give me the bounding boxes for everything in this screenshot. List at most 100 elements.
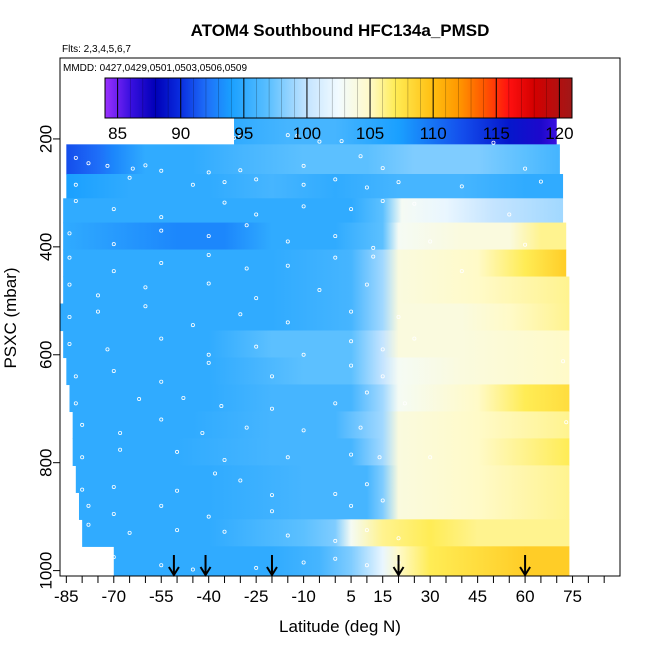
sample-point-0 xyxy=(232,135,237,140)
colorbar-tick-label-120: 120 xyxy=(545,124,573,143)
sample-point-98 xyxy=(402,401,407,406)
sample-point-32 xyxy=(159,215,164,220)
sample-point-92 xyxy=(137,397,142,402)
sample-point-37 xyxy=(380,198,385,203)
heatmap-layer-2 xyxy=(66,174,564,199)
sample-point-18 xyxy=(523,166,528,171)
sample-point-121 xyxy=(333,491,338,496)
sample-point-128 xyxy=(349,503,354,508)
sample-point-39 xyxy=(507,212,512,217)
flights-label: Flts: 2,3,4,5,6,7 xyxy=(62,44,131,55)
y-tick-label-1000: 1000 xyxy=(36,552,55,590)
x-axis-label: Latitude (deg N) xyxy=(279,617,401,636)
y-tick-label-400: 400 xyxy=(36,233,55,261)
heatmap-layer-11 xyxy=(72,411,570,440)
sample-point-42 xyxy=(159,228,164,233)
heatmap-layer-4 xyxy=(63,222,567,251)
sample-point-131 xyxy=(127,530,132,535)
sample-point-143 xyxy=(333,556,338,561)
sample-point-44 xyxy=(244,223,249,228)
sample-point-24 xyxy=(301,182,306,187)
heatmap-layer-7 xyxy=(60,303,570,332)
sample-point-117 xyxy=(175,488,180,493)
flight-arrows xyxy=(168,555,531,577)
sample-point-31 xyxy=(111,207,116,212)
sample-point-125 xyxy=(159,503,164,508)
heatmap-layer-10 xyxy=(69,384,570,413)
sample-point-142 xyxy=(301,560,306,565)
sample-point-8 xyxy=(86,161,91,166)
heatmap-layer-6 xyxy=(63,276,570,305)
sample-point-73 xyxy=(396,314,401,319)
sample-point-34 xyxy=(254,212,259,217)
sample-point-87 xyxy=(269,374,274,379)
sample-point-114 xyxy=(428,455,433,460)
heatmap-layer-16 xyxy=(113,546,570,576)
sample-point-64 xyxy=(317,288,322,293)
sample-point-15 xyxy=(301,163,306,168)
sample-point-7 xyxy=(73,155,78,160)
sample-point-65 xyxy=(364,282,369,287)
heatmap-layer-14 xyxy=(78,492,570,520)
y-tick-label-600: 600 xyxy=(36,341,55,369)
colorbar-tick-label-100: 100 xyxy=(293,124,321,143)
plot-frame xyxy=(59,57,621,577)
y-tick-label-800: 800 xyxy=(36,449,55,477)
sample-point-110 xyxy=(222,457,227,462)
sample-point-6 xyxy=(491,140,496,145)
sample-point-135 xyxy=(333,538,338,543)
x-tick-label--55: -55 xyxy=(149,587,174,606)
x-tick-label--25: -25 xyxy=(244,587,269,606)
sample-point-102 xyxy=(200,431,205,436)
sample-point-25 xyxy=(333,177,338,182)
arrow-head--51 xyxy=(168,566,180,577)
sample-point-97 xyxy=(364,390,369,395)
arrow-head--20 xyxy=(266,566,278,577)
sample-point-61 xyxy=(143,285,148,290)
sample-point-35 xyxy=(301,204,306,209)
sample-point-45 xyxy=(285,239,290,244)
sample-point-134 xyxy=(285,533,290,538)
colorbar-tick-label-110: 110 xyxy=(420,124,447,143)
x-tick-label--85: -85 xyxy=(54,587,79,606)
heatmap-layer-9 xyxy=(66,357,570,386)
heatmap-layer-13 xyxy=(75,465,570,493)
sample-point-3 xyxy=(295,133,300,138)
colorbar-ticks: 85 90 95 100 105 110 115 120 xyxy=(108,78,574,143)
sample-point-16 xyxy=(358,154,363,159)
sample-point-84 xyxy=(111,368,116,373)
sample-point-85 xyxy=(159,379,164,384)
sample-point-62 xyxy=(206,281,211,286)
sample-point-140 xyxy=(190,567,195,572)
sample-point-14 xyxy=(238,168,243,173)
sample-point-70 xyxy=(238,312,243,317)
sample-point-20 xyxy=(127,175,132,180)
sample-point-108 xyxy=(118,447,123,452)
x-tick-label-5: 5 xyxy=(346,587,355,606)
heatmap-layer-5 xyxy=(63,249,567,278)
sample-point-104 xyxy=(301,428,306,433)
sample-point-52 xyxy=(159,261,164,266)
chart-title: ATOM4 Southbound HFC134a_PMSD xyxy=(191,21,490,40)
sample-point-129 xyxy=(380,498,385,503)
heatmap-layer-8 xyxy=(63,330,570,359)
sample-point-71 xyxy=(285,320,290,325)
sample-point-43 xyxy=(206,234,211,239)
sample-point-96 xyxy=(333,401,338,406)
colorbar-tick-label-105: 105 xyxy=(356,124,384,143)
arrow-head--41 xyxy=(199,566,212,577)
sample-point-72 xyxy=(349,309,354,314)
sample-point-144 xyxy=(364,563,369,568)
sample-point-1 xyxy=(238,134,243,139)
sample-point-76 xyxy=(159,336,164,341)
sample-point-2 xyxy=(285,133,290,138)
sample-point-13 xyxy=(206,170,211,175)
sample-point-67 xyxy=(95,309,100,314)
sample-point-136 xyxy=(364,528,369,533)
y-axis: 200 400 600 800 1000 xyxy=(36,125,60,590)
sample-point-5 xyxy=(339,139,344,144)
sample-point-95 xyxy=(269,406,274,411)
x-tick-label--40: -40 xyxy=(196,587,221,606)
sample-point-93 xyxy=(181,395,186,400)
